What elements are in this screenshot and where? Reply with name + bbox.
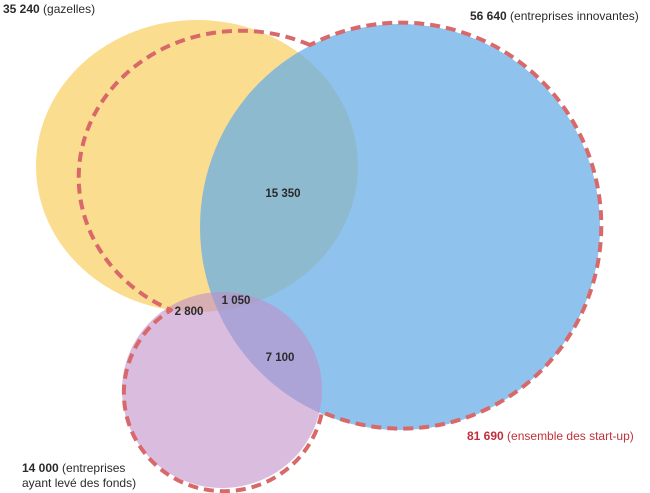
count-all-three: 1 050 [221, 295, 251, 307]
dashed-outline-start-up [76, 20, 604, 493]
label-gazelles: 35 240 (gazelles) [3, 2, 96, 16]
count-gazelles-levee: 2 800 [174, 306, 204, 318]
label-ensemble-start-up: 81 690 (ensemble des start-up) [467, 429, 634, 443]
count-gazelles-innovantes: 15 350 [265, 188, 301, 200]
count-innovantes-levee: 7 100 [265, 352, 295, 364]
circle-entreprises-innovantes [200, 24, 600, 430]
label-entreprises-innovantes: 56 640 (entreprises innovantes) [470, 9, 639, 23]
label-levee-fonds: 14 000 (entreprises ayant levé des fonds… [22, 461, 137, 490]
circle-levee-fonds [122, 292, 322, 488]
